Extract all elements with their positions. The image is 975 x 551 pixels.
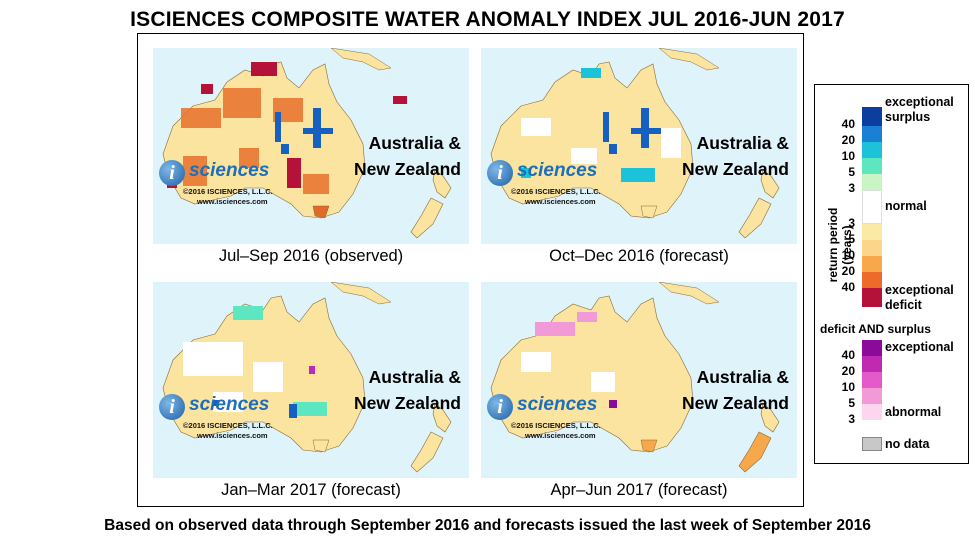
tasmania [312, 439, 330, 453]
legend-swatch-both-20 [862, 372, 882, 388]
new-guinea [330, 282, 392, 305]
new-zealand-south [738, 197, 772, 239]
legend-tick: 20 [841, 133, 855, 147]
legend-tick: 5 [848, 165, 855, 179]
legend-tick: 20 [841, 364, 855, 378]
legend-swatch-surplus-20 [862, 142, 882, 158]
australia-nz-map [490, 282, 780, 473]
legend-tick: 3 [848, 181, 855, 195]
legend-tick: 10 [841, 248, 855, 262]
panel-jan-mar-2017: Australia & New Zealand i sciences ©2016 … [153, 282, 469, 478]
legend-swatch-surplus-exceptional [862, 107, 882, 126]
strong-surplus-areas [213, 400, 297, 418]
legend-tick: 3 [848, 412, 855, 426]
legend-normal: normal [885, 199, 927, 213]
normal-areas [521, 118, 681, 164]
new-zealand-south [410, 197, 444, 239]
legend-swatch-deficit-20 [862, 272, 882, 288]
new-zealand-north [760, 403, 780, 433]
panel-jul-sep-2016: Australia & New Zealand i sciences ©2016 … [153, 48, 469, 244]
legend-swatch-deficit-10 [862, 256, 882, 272]
both-areas [535, 312, 597, 336]
legend-swatch-deficit-5 [862, 240, 882, 256]
new-zealand-south [738, 431, 772, 473]
region-label: Australia & New Zealand [354, 367, 461, 413]
legend-swatch-normal [862, 190, 882, 224]
legend-swatch-surplus-5 [862, 174, 882, 190]
panel-caption: Jan–Mar 2017 (forecast) [221, 481, 401, 499]
new-guinea [658, 282, 720, 305]
strong-surplus-areas [603, 108, 661, 154]
panel-caption: Oct–Dec 2016 (forecast) [549, 247, 729, 265]
new-zealand-south [410, 431, 444, 473]
legend-swatch-deficit-3 [862, 224, 882, 240]
deficit-areas [181, 88, 329, 194]
isciences-logo: i sciences ©2016 ISCIENCES, L.L.C. www.i… [159, 394, 309, 454]
panel-caption: Jul–Sep 2016 (observed) [218, 247, 404, 265]
legend-tick: 5 [848, 232, 855, 246]
legend-swatch-both-40 [862, 356, 882, 372]
legend-tick: 40 [841, 280, 855, 294]
new-zealand-north [432, 169, 452, 199]
legend-both-exceptional: exceptional [885, 340, 954, 354]
legend-swatch-both-5 [862, 404, 882, 420]
australia-nz-map [162, 48, 452, 239]
isciences-logo-icon: i [159, 160, 185, 186]
legend-tick: 20 [841, 264, 855, 278]
normal-areas [183, 342, 283, 412]
australia-nz-map [490, 48, 780, 239]
tasmania [312, 205, 330, 219]
new-guinea [330, 48, 392, 71]
legend-no-data: no data [885, 437, 930, 451]
legend-swatch-both-10 [862, 388, 882, 404]
legend-exceptional-surplus: exceptional surplus [885, 95, 954, 124]
legend-swatch-no-data [862, 437, 882, 451]
panel-oct-dec-2016: Australia & New Zealand i sciences ©2016 … [481, 48, 797, 244]
strong-both-areas [609, 400, 617, 408]
legend-tick: 10 [841, 149, 855, 163]
isciences-logo: i sciences ©2016 ISCIENCES, L.L.C. www.i… [487, 160, 637, 220]
legend-swatch-surplus-40 [862, 126, 882, 142]
legend-swatch-surplus-10 [862, 158, 882, 174]
australia-nz-map [162, 282, 452, 473]
both-areas [309, 366, 315, 374]
footer-note: Based on observed data through September… [104, 517, 871, 534]
legend-both-abnormal: abnormal [885, 405, 942, 419]
legend-swatch-deficit-exceptional [862, 288, 882, 307]
isciences-logo: i sciences ©2016 ISCIENCES, L.L.C. www.i… [487, 394, 637, 454]
legend-exceptional-deficit: exceptional deficit [885, 283, 954, 312]
isciences-logo-icon: i [487, 394, 513, 420]
legend-tick: 40 [841, 117, 855, 131]
legend-tick: 3 [848, 216, 855, 230]
normal-areas [521, 352, 615, 392]
region-label: Australia & New Zealand [682, 367, 789, 413]
panel-apr-jun-2017: Australia & New Zealand i sciences ©2016 … [481, 282, 797, 478]
surplus-areas [521, 68, 655, 182]
new-guinea [658, 48, 720, 71]
tasmania [640, 205, 658, 219]
isciences-logo-icon: i [159, 394, 185, 420]
new-zealand-north [760, 169, 780, 199]
surplus-areas [275, 108, 333, 154]
map-title: ISCIENCES COMPOSITE WATER ANOMALY INDEX … [130, 8, 845, 31]
surplus-areas [233, 306, 327, 416]
isciences-logo-icon: i [487, 160, 513, 186]
tasmania [640, 439, 658, 453]
panel-caption: Apr–Jun 2017 (forecast) [550, 481, 728, 499]
legend-both-heading: deficit AND surplus [820, 322, 931, 336]
region-label: Australia & New Zealand [682, 133, 789, 179]
new-zealand-north [432, 403, 452, 433]
region-label: Australia & New Zealand [354, 133, 461, 179]
legend-tick: 10 [841, 380, 855, 394]
isciences-logo: i sciences ©2016 ISCIENCES, L.L.C. www.i… [159, 160, 309, 220]
legend: return period (years) 40 20 10 5 3 3 5 1… [814, 84, 969, 464]
legend-tick: 40 [841, 348, 855, 362]
legend-swatch-both-exceptional [862, 340, 882, 356]
legend-tick: 5 [848, 396, 855, 410]
